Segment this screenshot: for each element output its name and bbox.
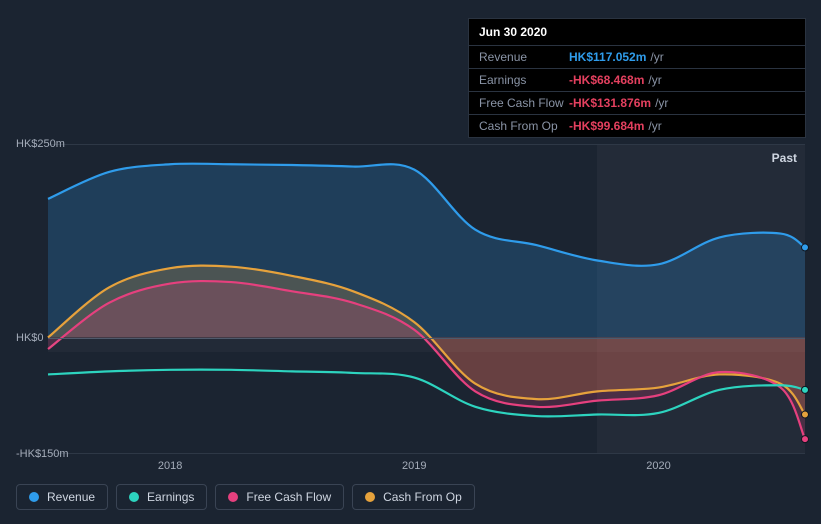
tooltip-unit: /yr: [648, 119, 661, 133]
tooltip-unit: /yr: [655, 96, 668, 110]
series-end-dot-earnings: [802, 386, 809, 393]
y-axis-tick: HK$250m: [16, 138, 65, 150]
series-end-dot-free_cash_flow: [802, 436, 809, 443]
legend-swatch: [129, 492, 139, 502]
legend-label: Earnings: [147, 490, 194, 504]
legend-swatch: [29, 492, 39, 502]
tooltip-label: Cash From Op: [479, 119, 569, 133]
legend-label: Cash From Op: [383, 490, 462, 504]
x-axis-tick: 2020: [646, 460, 670, 472]
zero-band: [48, 338, 805, 352]
legend-swatch: [365, 492, 375, 502]
legend-label: Revenue: [47, 490, 95, 504]
x-axis-tick: 2019: [402, 460, 426, 472]
tooltip-label: Free Cash Flow: [479, 96, 569, 110]
tooltip-label: Earnings: [479, 73, 569, 87]
tooltip-date: Jun 30 2020: [469, 19, 805, 45]
legend-item-earnings[interactable]: Earnings: [116, 484, 207, 510]
y-axis-tick: HK$0: [16, 332, 44, 344]
tooltip-value: -HK$131.876m: [569, 96, 651, 110]
financials-chart: Past HK$250m HK$0 -HK$150m 2018 2019 2020: [16, 122, 805, 476]
y-axis-tick: -HK$150m: [16, 448, 69, 460]
tooltip-value: HK$117.052m: [569, 50, 646, 64]
series-end-dot-cash_from_op: [802, 411, 809, 418]
tooltip-label: Revenue: [479, 50, 569, 64]
tooltip-value: -HK$99.684m: [569, 119, 644, 133]
legend-item-revenue[interactable]: Revenue: [16, 484, 108, 510]
tooltip-value: -HK$68.468m: [569, 73, 644, 87]
series-end-dot-revenue: [802, 244, 809, 251]
legend-item-free_cash_flow[interactable]: Free Cash Flow: [215, 484, 344, 510]
tooltip-unit: /yr: [648, 73, 661, 87]
tooltip-unit: /yr: [650, 50, 663, 64]
tooltip-row: Cash From Op-HK$99.684m /yr: [469, 114, 805, 137]
legend-swatch: [228, 492, 238, 502]
x-axis-tick: 2018: [158, 460, 182, 472]
chart-legend: Revenue Earnings Free Cash Flow Cash From O…: [16, 484, 475, 510]
tooltip-row: Free Cash Flow-HK$131.876m /yr: [469, 91, 805, 114]
chart-tooltip: Jun 30 2020 RevenueHK$117.052m /yrEarnin…: [468, 18, 806, 138]
legend-item-cash_from_op[interactable]: Cash From Op: [352, 484, 475, 510]
tooltip-row: Earnings-HK$68.468m /yr: [469, 68, 805, 91]
chart-svg: [48, 145, 805, 453]
tooltip-row: RevenueHK$117.052m /yr: [469, 45, 805, 68]
chart-plot-area: Past: [48, 144, 805, 454]
legend-label: Free Cash Flow: [246, 490, 331, 504]
